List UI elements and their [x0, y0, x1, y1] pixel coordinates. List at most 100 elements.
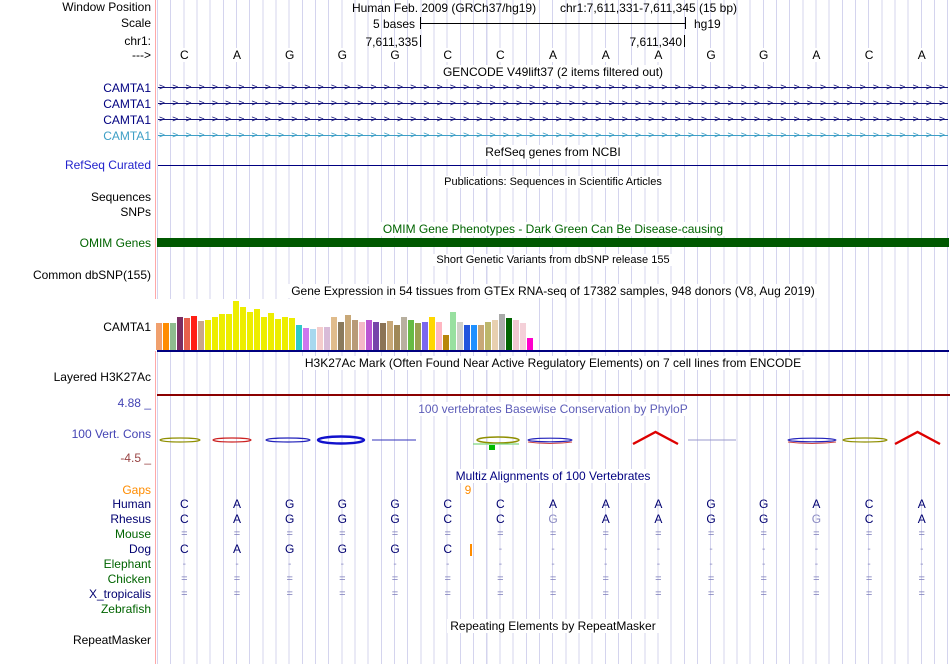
gene-label-camta1-3[interactable]: CAMTA1	[103, 113, 151, 127]
species-label-mouse[interactable]: Mouse	[114, 527, 151, 541]
gtex-bar[interactable]	[506, 318, 512, 350]
gtex-bar[interactable]	[373, 322, 379, 350]
gtex-bar[interactable]	[324, 327, 330, 350]
species-label-zebrafish[interactable]: Zebrafish	[100, 602, 151, 616]
gtex-bar[interactable]	[191, 316, 197, 350]
multiz-row-chicken[interactable]: = = = = = = = = = = = = = = =	[158, 573, 948, 586]
gtex-bar[interactable]	[422, 322, 428, 350]
gtex-bar[interactable]	[415, 323, 421, 350]
gtex-bar[interactable]	[310, 329, 316, 350]
gene-label-camta1-1[interactable]: CAMTA1	[103, 81, 151, 95]
gene-exon-row[interactable]: >>>>>>>>>>>>>>>>>>>>>>>>>>>>>>>>>>>>>>>>…	[158, 82, 948, 94]
gtex-bar[interactable]	[394, 325, 400, 350]
track-label-gtex-camta1[interactable]: CAMTA1	[103, 320, 151, 334]
species-label-rhesus[interactable]: Rhesus	[110, 512, 151, 526]
multiz-row-mouse[interactable]: = = = = = = = = = = = = = = =	[158, 528, 948, 541]
multiz-row-zebrafish[interactable]	[158, 603, 948, 616]
gtex-bar[interactable]	[485, 322, 491, 350]
gtex-bar[interactable]	[240, 307, 246, 350]
gtex-bar[interactable]	[380, 323, 386, 350]
gtex-bar[interactable]	[247, 312, 253, 350]
track-label-sequences[interactable]: Sequences	[90, 190, 151, 204]
species-label-human[interactable]: Human	[112, 497, 151, 511]
gtex-bar[interactable]	[184, 318, 190, 350]
track-label-refseq-curated[interactable]: RefSeq Curated	[64, 158, 151, 172]
gene-label-camta1-4[interactable]: CAMTA1	[103, 129, 151, 143]
gtex-bar[interactable]	[233, 301, 239, 350]
gtex-bar[interactable]	[289, 318, 295, 350]
gtex-bar[interactable]	[436, 322, 442, 350]
strand-arrowheads: >>>>>>>>>>>>>>>>>>>>>>>>>>>>>>>>>>>>>>>>…	[159, 130, 948, 141]
gtex-bar[interactable]	[226, 314, 232, 350]
gtex-bar[interactable]	[331, 317, 337, 350]
alignment-cell: =	[707, 528, 715, 540]
species-label-dog[interactable]: Dog	[128, 542, 151, 556]
gtex-bar[interactable]	[492, 320, 498, 350]
gtex-bar[interactable]	[471, 325, 477, 350]
multiz-row-elephant[interactable]: ---------------	[158, 558, 948, 571]
gtex-bar[interactable]	[268, 313, 274, 350]
gtex-bar[interactable]	[499, 314, 505, 350]
gtex-bar[interactable]	[352, 320, 358, 350]
track-label-100-vert-cons[interactable]: 100 Vert. Cons	[71, 427, 151, 441]
track-label-repeatmasker[interactable]: RepeatMasker	[72, 633, 151, 647]
conservation-mark	[894, 430, 941, 446]
h3k27ac-signal-line[interactable]	[157, 394, 950, 396]
gtex-bar[interactable]	[219, 314, 225, 350]
gtex-bar[interactable]	[205, 320, 211, 350]
species-label-x-tropicalis[interactable]: X_tropicalis	[88, 587, 151, 601]
gtex-bar[interactable]	[170, 323, 176, 350]
track-label-snps[interactable]: SNPs	[120, 205, 151, 219]
track-label-omim-genes[interactable]: OMIM Genes	[79, 236, 151, 250]
gtex-bar[interactable]	[527, 338, 533, 350]
gene-label-camta1-2[interactable]: CAMTA1	[103, 97, 151, 111]
track-label-common-dbsnp[interactable]: Common dbSNP(155)	[32, 268, 151, 282]
gtex-bar[interactable]	[513, 320, 519, 350]
gtex-bar[interactable]	[163, 323, 169, 350]
gtex-bar[interactable]	[520, 323, 526, 350]
gtex-bar[interactable]	[275, 319, 281, 350]
track-label-gaps[interactable]: Gaps	[122, 483, 151, 497]
gtex-bar[interactable]	[443, 335, 449, 350]
gtex-bar[interactable]	[464, 325, 470, 350]
gtex-bar[interactable]	[345, 315, 351, 350]
species-label-elephant[interactable]: Elephant	[103, 557, 151, 571]
gtex-bar[interactable]	[296, 325, 302, 350]
refseq-gene-line[interactable]	[158, 165, 948, 166]
gtex-bar[interactable]	[254, 309, 260, 350]
species-label-chicken[interactable]: Chicken	[107, 572, 151, 586]
gtex-bar[interactable]	[338, 322, 344, 350]
gtex-bar[interactable]	[387, 321, 393, 350]
gtex-bar[interactable]	[261, 317, 267, 350]
gtex-bar[interactable]	[212, 317, 218, 350]
gtex-bar[interactable]	[177, 317, 183, 350]
track-label-layered-h3k27ac[interactable]: Layered H3K27Ac	[53, 370, 151, 384]
gtex-expression-bars[interactable]	[156, 301, 536, 350]
gtex-bar[interactable]	[408, 320, 414, 350]
gene-exon-row[interactable]: >>>>>>>>>>>>>>>>>>>>>>>>>>>>>>>>>>>>>>>>…	[158, 98, 948, 110]
conservation-wiggle[interactable]	[158, 424, 948, 464]
gtex-bar[interactable]	[303, 328, 309, 350]
gtex-bar[interactable]	[359, 322, 365, 350]
gtex-bar[interactable]	[282, 317, 288, 350]
gtex-bar[interactable]	[317, 327, 323, 350]
gtex-bar[interactable]	[366, 320, 372, 350]
gtex-bar[interactable]	[450, 312, 456, 350]
coord-right: 7,611,340	[629, 35, 683, 49]
alignment-cell: =	[655, 528, 662, 540]
gtex-bar[interactable]	[478, 325, 484, 350]
gtex-bar[interactable]	[429, 317, 435, 350]
gene-exon-row[interactable]: >>>>>>>>>>>>>>>>>>>>>>>>>>>>>>>>>>>>>>>>…	[158, 130, 948, 142]
gtex-bar[interactable]	[401, 317, 407, 350]
gtex-bar[interactable]	[156, 323, 162, 350]
scale-genome: hg19	[694, 17, 721, 31]
multiz-row-x_tropicalis[interactable]: = = = = = = = = = = = = = = =	[158, 588, 948, 601]
gtex-bar[interactable]	[198, 321, 204, 350]
gene-exon-row[interactable]: >>>>>>>>>>>>>>>>>>>>>>>>>>>>>>>>>>>>>>>>…	[158, 114, 948, 126]
omim-gene-bar[interactable]	[157, 238, 949, 247]
gtex-bar[interactable]	[457, 322, 463, 350]
